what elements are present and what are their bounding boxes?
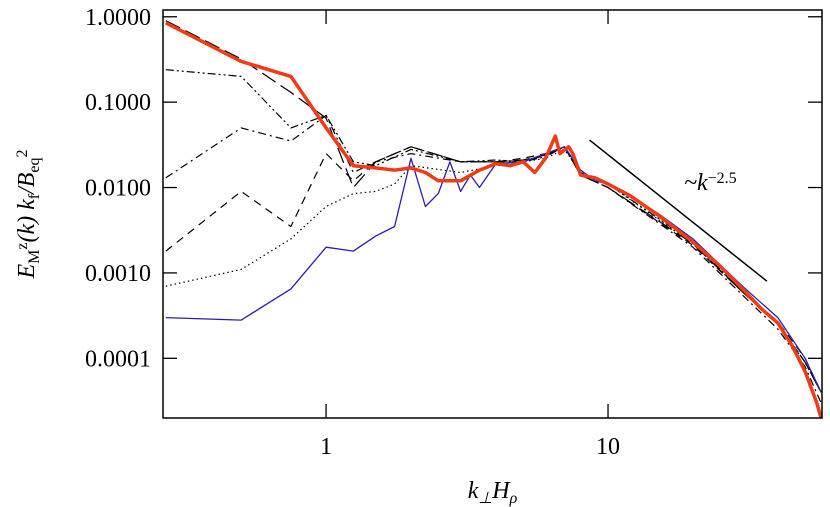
data-line bbox=[165, 20, 822, 393]
annotation-part: −2.5 bbox=[708, 170, 737, 187]
data-line bbox=[165, 146, 822, 393]
y-axis-label-part: M bbox=[26, 250, 43, 264]
annotation-part: ~k bbox=[684, 170, 708, 196]
x-tick-label: 10 bbox=[596, 434, 620, 460]
plot-frame bbox=[162, 9, 823, 419]
x-axis-label-part: ρ bbox=[509, 490, 518, 507]
x-axis-label-part: k bbox=[468, 478, 479, 504]
data-line bbox=[165, 69, 822, 393]
reference-line bbox=[589, 139, 768, 282]
y-tick-label: 0.0001 bbox=[85, 346, 151, 372]
x-axis-label-part: H bbox=[491, 478, 511, 504]
y-tick-label: 0.0010 bbox=[85, 261, 151, 287]
y-axis-label: EMz(k) kf/Beq2 bbox=[14, 149, 43, 279]
data-line bbox=[165, 114, 822, 404]
data-line bbox=[165, 21, 822, 418]
y-axis-label-part: f bbox=[26, 193, 43, 199]
y-axis-label-part: z bbox=[14, 243, 31, 250]
y-axis-label-part: /B bbox=[14, 172, 40, 196]
annotation: ~k−2.5 bbox=[684, 170, 737, 196]
y-tick-label: 0.0100 bbox=[85, 176, 151, 202]
y-axis-label-part: (k) k bbox=[14, 199, 40, 243]
y-tick-label: 0.1000 bbox=[85, 90, 151, 116]
x-axis-label: k⊥Hρ bbox=[468, 478, 518, 507]
y-axis-label-part: 2 bbox=[14, 149, 31, 157]
x-axis-label-part: ⊥ bbox=[478, 490, 492, 507]
plot-lines bbox=[165, 20, 822, 418]
y-axis-label-part: E bbox=[14, 264, 40, 280]
y-tick-label: 1.0000 bbox=[85, 5, 151, 31]
x-tick-label: 1 bbox=[320, 434, 332, 460]
y-axis-label-part: eq bbox=[26, 157, 43, 172]
